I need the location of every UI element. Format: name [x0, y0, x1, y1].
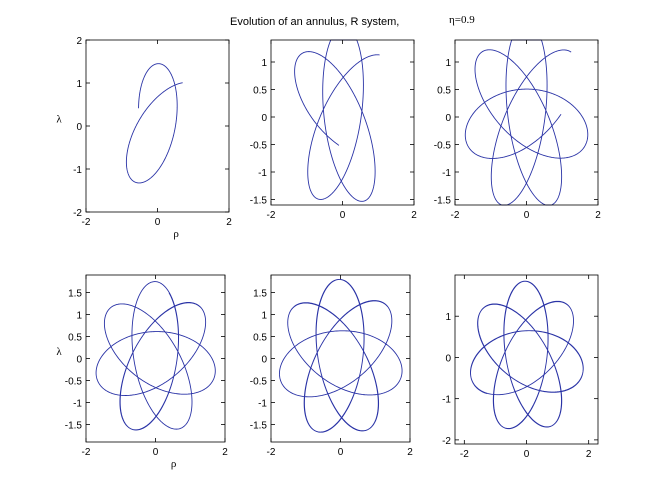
y-tick-label: -1 [73, 165, 82, 176]
trajectory-line [294, 39, 380, 202]
y-tick-label: -1 [73, 398, 82, 409]
y-tick-label: 0 [76, 122, 82, 133]
x-tick-label: -2 [267, 210, 276, 221]
x-tick-label: 0 [524, 210, 530, 221]
y-tick-label: -0.5 [250, 376, 268, 387]
x-tick-label: 0 [338, 447, 344, 458]
y-tick-label: -1.5 [250, 420, 268, 431]
y-tick-label: 1 [261, 58, 267, 69]
trajectory-line [95, 281, 216, 431]
subplot-5: -2 0 2 -1.5 -1 -0.5 0 0.5 1 1.5 [250, 274, 413, 458]
x-tick-label: 0 [155, 217, 161, 228]
x-tick-label: 2 [411, 210, 417, 221]
y-tick-label: -2 [442, 436, 451, 447]
y-tick-label: 1 [261, 311, 267, 322]
subplot-grid: -2 0 2 -2 -1 0 1 2 ρ λ -2 0 2 -1.5 -1 -0.5 0 0.5 1 -2 0 2 -1.5… [56, 36, 601, 470]
y-tick-label: -1.5 [65, 420, 83, 431]
axes-frame [454, 39, 599, 206]
x-axis-label: ρ [173, 228, 179, 240]
y-tick-label: 0.5 [68, 333, 82, 344]
y-tick-label: 1.5 [253, 289, 267, 300]
x-tick-label: -2 [267, 447, 276, 458]
y-tick-label: 1 [445, 312, 451, 323]
subplot-6: -2 0 2 -2 -1 0 1 [442, 274, 599, 460]
axes-frame [85, 39, 230, 213]
y-tick-label: -0.5 [434, 141, 452, 152]
y-tick-label: -1 [258, 168, 267, 179]
x-tick-label: -2 [82, 447, 91, 458]
x-tick-label: -2 [460, 449, 469, 460]
y-axis-label: λ [56, 114, 62, 126]
y-tick-label: 0 [445, 113, 451, 124]
y-tick-label: -0.5 [250, 141, 268, 152]
eta-label: η=0.9 [449, 14, 475, 26]
axes-frame [454, 274, 599, 445]
subplot-4: -2 0 2 -1.5 -1 -0.5 0 0.5 1 1.5 ρ λ [56, 274, 228, 470]
x-tick-label: 2 [586, 449, 592, 460]
y-tick-label: 0.5 [437, 86, 451, 97]
y-tick-label: 1 [445, 58, 451, 69]
y-tick-label: -1.5 [250, 196, 268, 207]
y-tick-label: 0 [261, 113, 267, 124]
subplot-3: -2 0 2 -1.5 -1 -0.5 0 0.5 1 [434, 39, 601, 221]
x-tick-label: -2 [82, 217, 91, 228]
axes-frame [270, 39, 415, 206]
figure-title: Evolution of an annulus, R system, [230, 16, 399, 28]
y-tick-label: 0.5 [253, 333, 267, 344]
y-tick-label: 1 [76, 311, 82, 322]
subplot-2: -2 0 2 -1.5 -1 -0.5 0 0.5 1 [250, 39, 417, 221]
y-tick-label: 1.5 [68, 289, 82, 300]
y-tick-label: -1 [442, 168, 451, 179]
x-tick-label: 0 [153, 447, 159, 458]
x-axis-label: ρ [171, 458, 177, 470]
x-tick-label: 0 [340, 210, 346, 221]
y-axis-label: λ [56, 346, 62, 358]
x-tick-label: 2 [595, 210, 601, 221]
y-tick-label: 0 [76, 355, 82, 366]
y-tick-label: 0 [445, 353, 451, 364]
y-tick-label: -0.5 [65, 376, 83, 387]
x-tick-label: 0 [524, 449, 530, 460]
y-tick-label: -1 [258, 398, 267, 409]
x-tick-label: -2 [451, 210, 460, 221]
y-tick-label: -1 [442, 395, 451, 406]
x-tick-label: 2 [407, 447, 413, 458]
y-tick-label: 0.5 [253, 86, 267, 97]
y-tick-label: -1.5 [434, 196, 452, 207]
y-tick-label: 1 [76, 79, 82, 90]
trajectory-line [470, 280, 584, 430]
y-tick-label: -2 [73, 208, 82, 219]
trajectory-line [464, 39, 589, 206]
y-tick-label: 2 [76, 36, 82, 47]
trajectory-line [279, 278, 403, 433]
x-tick-label: 2 [222, 447, 228, 458]
y-tick-label: 0 [261, 355, 267, 366]
trajectory-line [125, 63, 183, 184]
x-tick-label: 2 [226, 217, 232, 228]
subplot-1: -2 0 2 -2 -1 0 1 2 ρ λ [56, 36, 232, 240]
